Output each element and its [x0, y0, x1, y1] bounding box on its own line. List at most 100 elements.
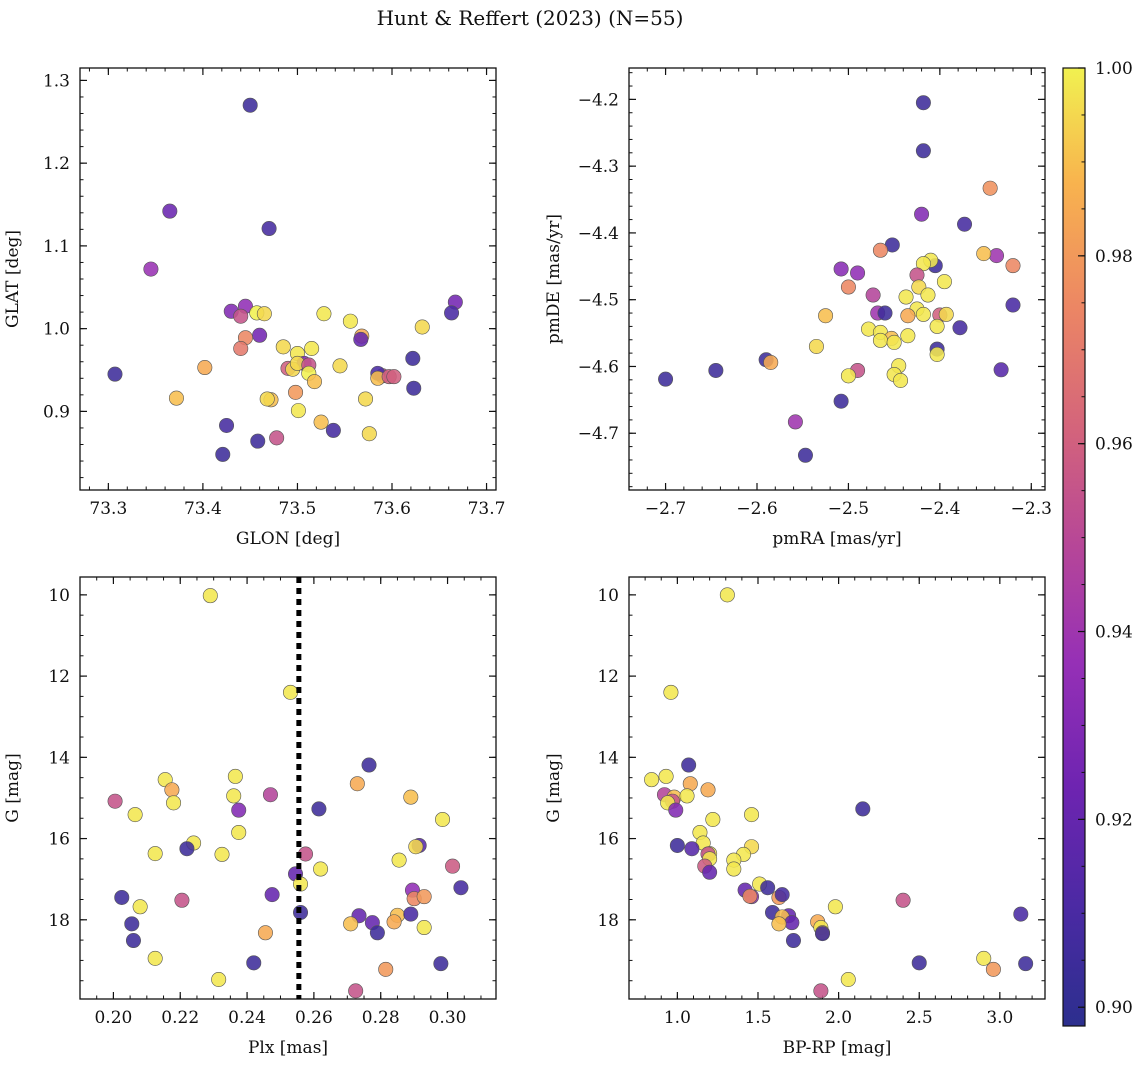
data-point: [386, 369, 402, 385]
data-point: [211, 972, 227, 988]
y-axis-label: pmDE [mas/yr]: [544, 214, 564, 344]
y-tick-label: 16: [597, 830, 619, 850]
data-point: [168, 390, 184, 406]
data-point: [952, 320, 968, 336]
data-point: [408, 839, 424, 855]
data-point: [246, 955, 262, 971]
data-point: [391, 852, 407, 868]
y-axis-label: GLAT [deg]: [3, 230, 23, 328]
data-point: [705, 811, 721, 827]
data-point: [719, 587, 735, 603]
data-point: [914, 206, 930, 222]
data-point: [818, 308, 834, 324]
scatter-panel-2: −2.7 −2.6 −2.5 −2.4 −2.3 −4.7 −4.6 −4.5 −4.4 −4.3…: [544, 67, 1052, 549]
data-point: [162, 203, 178, 219]
data-point: [219, 417, 235, 433]
scatter-points: [644, 587, 1034, 999]
data-point: [700, 782, 716, 798]
data-point: [771, 916, 787, 932]
colorbar-tick-label: 0.92: [1095, 810, 1133, 830]
data-point: [231, 824, 247, 840]
data-point: [147, 950, 163, 966]
data-point: [644, 772, 660, 788]
y-tick-label: 1.2: [43, 154, 70, 174]
data-point: [290, 403, 306, 419]
x-tick-label: 3.0: [986, 1008, 1013, 1028]
data-point: [982, 180, 998, 196]
data-point: [226, 788, 242, 804]
x-tick-label: 0.30: [429, 1008, 467, 1028]
data-point: [840, 368, 856, 384]
y-tick-label: −4.5: [578, 291, 619, 311]
data-point: [993, 362, 1009, 378]
data-point: [348, 983, 364, 999]
data-point: [976, 246, 992, 262]
data-point: [668, 802, 684, 818]
data-point: [107, 366, 123, 382]
y-tick-label: 12: [48, 667, 70, 687]
data-point: [132, 899, 148, 915]
x-axis-label: GLON [deg]: [236, 529, 340, 549]
data-point: [361, 426, 377, 442]
x-axis-label: pmRA [mas/yr]: [772, 529, 901, 549]
x-tick-label: 0.28: [362, 1008, 400, 1028]
data-point: [342, 313, 358, 329]
x-tick-label: −2.5: [828, 499, 869, 519]
data-point: [202, 588, 218, 604]
data-point: [814, 926, 830, 942]
data-point: [416, 889, 432, 905]
data-point: [840, 972, 856, 988]
data-point: [742, 888, 758, 904]
data-point: [808, 338, 824, 354]
data-point: [332, 358, 348, 374]
y-tick-label: 18: [597, 911, 619, 931]
data-point: [416, 920, 432, 936]
data-point: [403, 789, 419, 805]
data-point: [827, 899, 843, 915]
x-tick-label: 0.20: [94, 1008, 132, 1028]
x-tick-label: 0.26: [295, 1008, 333, 1028]
data-point: [124, 916, 140, 932]
data-point: [127, 807, 143, 823]
data-point: [763, 354, 779, 370]
data-point: [663, 684, 679, 700]
scatter-points: [107, 97, 463, 462]
data-point: [403, 906, 419, 922]
data-point: [840, 279, 856, 295]
colorbar-tick-label: 0.94: [1095, 623, 1133, 643]
data-point: [306, 374, 322, 390]
y-tick-label: 12: [597, 667, 619, 687]
data-point: [349, 776, 365, 792]
y-tick-label: 10: [48, 586, 70, 606]
x-tick-label: −2.6: [736, 499, 777, 519]
colorbar-tick-label: 0.98: [1095, 247, 1133, 267]
x-tick-label: 73.3: [89, 499, 127, 519]
data-point: [774, 887, 790, 903]
axes-frame: [79, 67, 497, 491]
colorbar-tick-label: 0.90: [1095, 998, 1133, 1018]
y-tick-label: 10: [597, 586, 619, 606]
y-tick-label: 1.1: [43, 237, 70, 257]
data-point: [865, 287, 881, 303]
data-point: [833, 261, 849, 277]
data-point: [214, 846, 230, 862]
y-tick-label: 1.3: [43, 71, 70, 91]
y-tick-label: −4.2: [578, 90, 619, 110]
axes-frame: [79, 576, 497, 1000]
data-point: [833, 393, 849, 409]
data-point: [361, 757, 377, 773]
y-tick-label: −4.6: [578, 357, 619, 377]
data-point: [256, 306, 272, 322]
data-point: [250, 433, 266, 449]
data-point: [369, 925, 385, 941]
data-point: [435, 811, 451, 827]
y-tick-label: 16: [48, 830, 70, 850]
data-point: [658, 768, 674, 784]
data-point: [269, 430, 285, 446]
data-point: [893, 372, 909, 388]
data-point: [1005, 297, 1021, 313]
x-tick-label: 1.5: [744, 1008, 771, 1028]
data-point: [353, 331, 369, 347]
data-point: [915, 306, 931, 322]
data-point: [197, 360, 213, 376]
